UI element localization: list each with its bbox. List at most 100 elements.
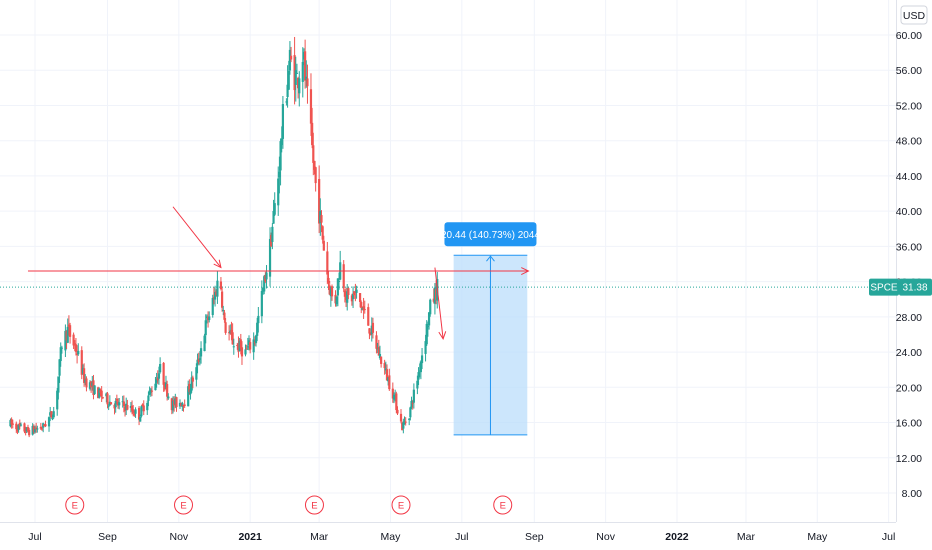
candle [159, 357, 162, 374]
candle [205, 314, 208, 324]
x-tick-label: Nov [596, 531, 615, 543]
earnings-marker[interactable]: E [304, 495, 324, 515]
arrow-pullback[interactable] [434, 267, 444, 339]
candle [347, 286, 350, 300]
currency-button[interactable] [900, 5, 928, 25]
candle [114, 398, 117, 413]
candle [277, 166, 280, 216]
candle [140, 405, 143, 418]
candle [16, 424, 19, 435]
candle [314, 166, 317, 192]
candle [253, 336, 256, 346]
candle [363, 300, 366, 314]
candle [26, 424, 30, 433]
candle [222, 305, 225, 316]
earnings-marker[interactable]: E [391, 495, 411, 515]
candle [33, 425, 37, 434]
candle [23, 422, 26, 434]
candle [40, 426, 44, 431]
candle [419, 360, 422, 380]
candle [286, 65, 289, 108]
measure-tool[interactable]: 20.44 (140.73%) 2044 [441, 222, 540, 436]
time-axis[interactable]: Jul Sep Nov 2021 Mar May Jul Sep Nov 2022 Mar May Ju… [0, 522, 896, 544]
candle [129, 402, 132, 413]
candle [288, 41, 292, 75]
candle [432, 288, 435, 304]
candle [326, 241, 329, 285]
candle [278, 156, 281, 194]
candle [24, 426, 27, 436]
candle [368, 328, 371, 340]
last-price-badge: SPCE 31.38 [869, 278, 932, 296]
y-tick-label: 36.00 [896, 241, 922, 253]
candle [410, 396, 413, 410]
candle [412, 383, 415, 409]
candle [81, 364, 85, 375]
candle [427, 311, 431, 330]
candle [206, 311, 210, 328]
candle [378, 345, 382, 360]
candle [302, 48, 306, 66]
candle [109, 402, 113, 405]
candle [327, 271, 330, 291]
candle [85, 376, 88, 392]
candle [60, 345, 63, 354]
candle [265, 265, 268, 289]
x-tick-label: Sep [525, 531, 544, 543]
candle [360, 300, 363, 314]
candle [354, 283, 357, 302]
candle [289, 46, 293, 63]
x-tick-label: Sep [98, 531, 117, 543]
candle [93, 385, 96, 395]
candle [369, 332, 372, 336]
candle [56, 387, 59, 416]
candle [31, 423, 34, 436]
earnings-marker[interactable]: E [65, 495, 85, 515]
candle [98, 387, 101, 399]
candle [402, 418, 405, 434]
candle [306, 64, 309, 104]
candle [285, 98, 288, 106]
candle [67, 315, 71, 336]
candle [164, 375, 168, 390]
earnings-marker[interactable]: E [493, 495, 513, 515]
candle [25, 426, 28, 434]
measure-label: 20.44 (140.73%) 2044 [441, 230, 540, 241]
candle [9, 418, 12, 428]
candle [371, 317, 375, 339]
candle [42, 422, 45, 433]
earnings-marker[interactable]: E [174, 495, 194, 515]
candle [57, 376, 60, 400]
arrow-to-breakout[interactable] [172, 206, 222, 268]
candle [429, 298, 432, 317]
candle [312, 132, 315, 176]
candle [231, 323, 234, 345]
candle [247, 335, 251, 351]
candle [106, 392, 109, 409]
drawing-layer[interactable] [27, 206, 530, 341]
measure-arrow-head [486, 255, 495, 262]
candle [401, 421, 404, 431]
candle [188, 379, 191, 395]
y-tick-label: 48.00 [896, 136, 922, 148]
price-axis[interactable]: 8.0012.0016.0020.0024.0028.0032.0036.004… [896, 0, 928, 522]
y-tick-label: 52.00 [896, 100, 922, 112]
last-price-value: 31.38 [902, 283, 927, 294]
candle [385, 364, 389, 381]
candle [77, 343, 80, 356]
candle [28, 427, 31, 438]
candle [126, 399, 129, 411]
candle [396, 406, 399, 415]
candle [342, 260, 345, 293]
candle [181, 401, 184, 411]
candle [156, 370, 159, 385]
candle [204, 314, 207, 344]
earnings-label: E [311, 501, 317, 512]
candle [328, 280, 331, 296]
candle [395, 391, 398, 414]
candle [391, 382, 394, 403]
candle [174, 393, 177, 409]
currency-label: USD [903, 10, 926, 22]
candle [409, 406, 412, 421]
